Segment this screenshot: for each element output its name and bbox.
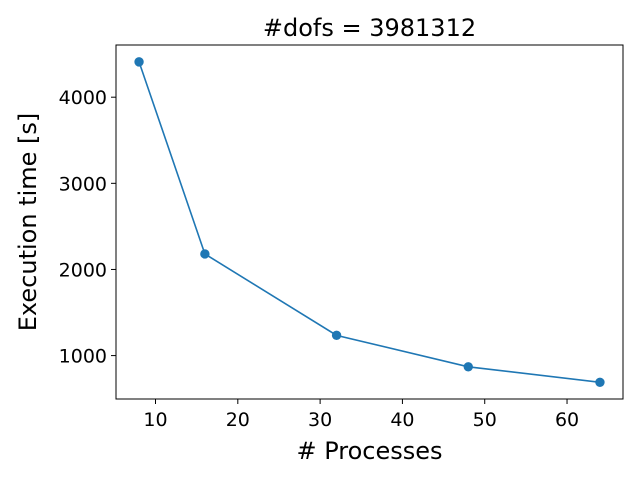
x-tick-label: 40 [390,409,414,431]
y-axis-title: Execution time [s] [14,113,42,331]
x-tick-label: 60 [555,409,579,431]
x-tick-label: 20 [226,409,250,431]
x-tick-label: 30 [308,409,332,431]
axis-ticks: 10 20 30 40 50 60 1000 2000 3000 4000 [59,87,579,431]
data-point [331,330,342,341]
x-tick-label: 10 [143,409,167,431]
chart-title: #dofs = 3981312 [263,14,476,42]
y-tick-label: 4000 [59,87,107,109]
plot-marks [134,57,605,387]
y-tick-label: 2000 [59,259,107,281]
plot-frame [115,44,624,400]
x-axis-title: # Processes [296,437,442,465]
data-point [134,57,144,67]
data-point [200,249,210,259]
y-tick-label: 3000 [59,173,107,195]
data-point [595,377,605,387]
y-tick-label: 1000 [59,346,107,368]
data-point [463,362,473,372]
x-tick-label: 50 [473,409,497,431]
